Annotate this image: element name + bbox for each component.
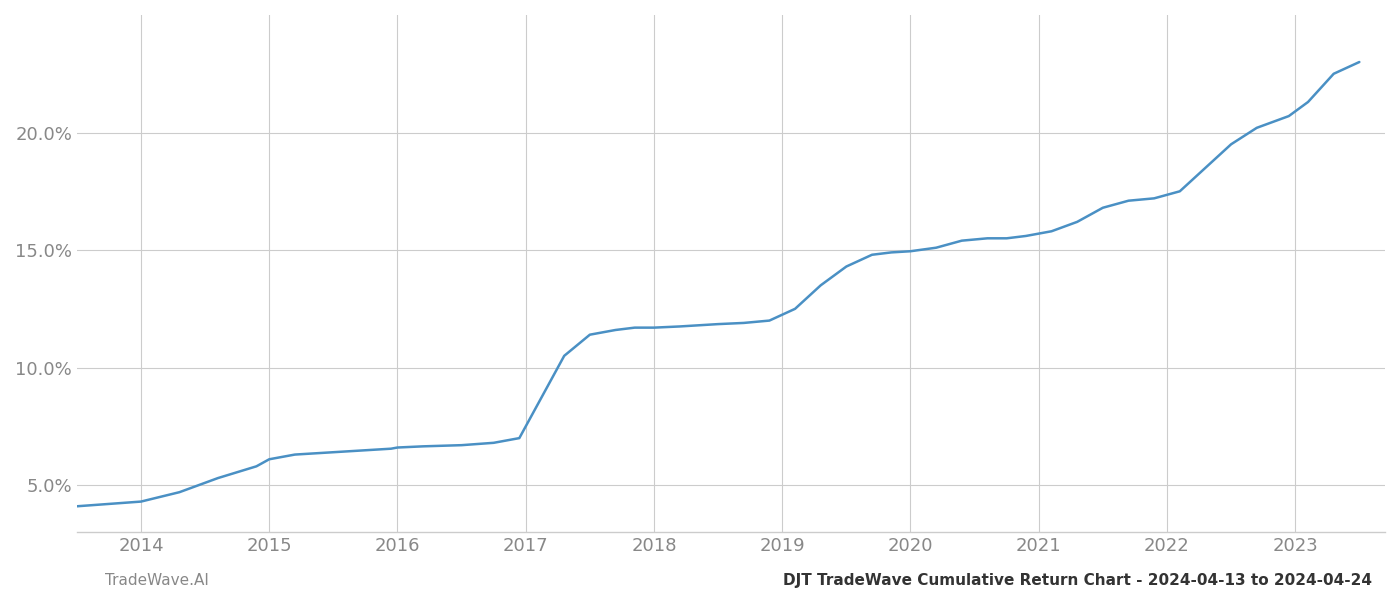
Text: DJT TradeWave Cumulative Return Chart - 2024-04-13 to 2024-04-24: DJT TradeWave Cumulative Return Chart - … bbox=[783, 573, 1372, 588]
Text: TradeWave.AI: TradeWave.AI bbox=[105, 573, 209, 588]
